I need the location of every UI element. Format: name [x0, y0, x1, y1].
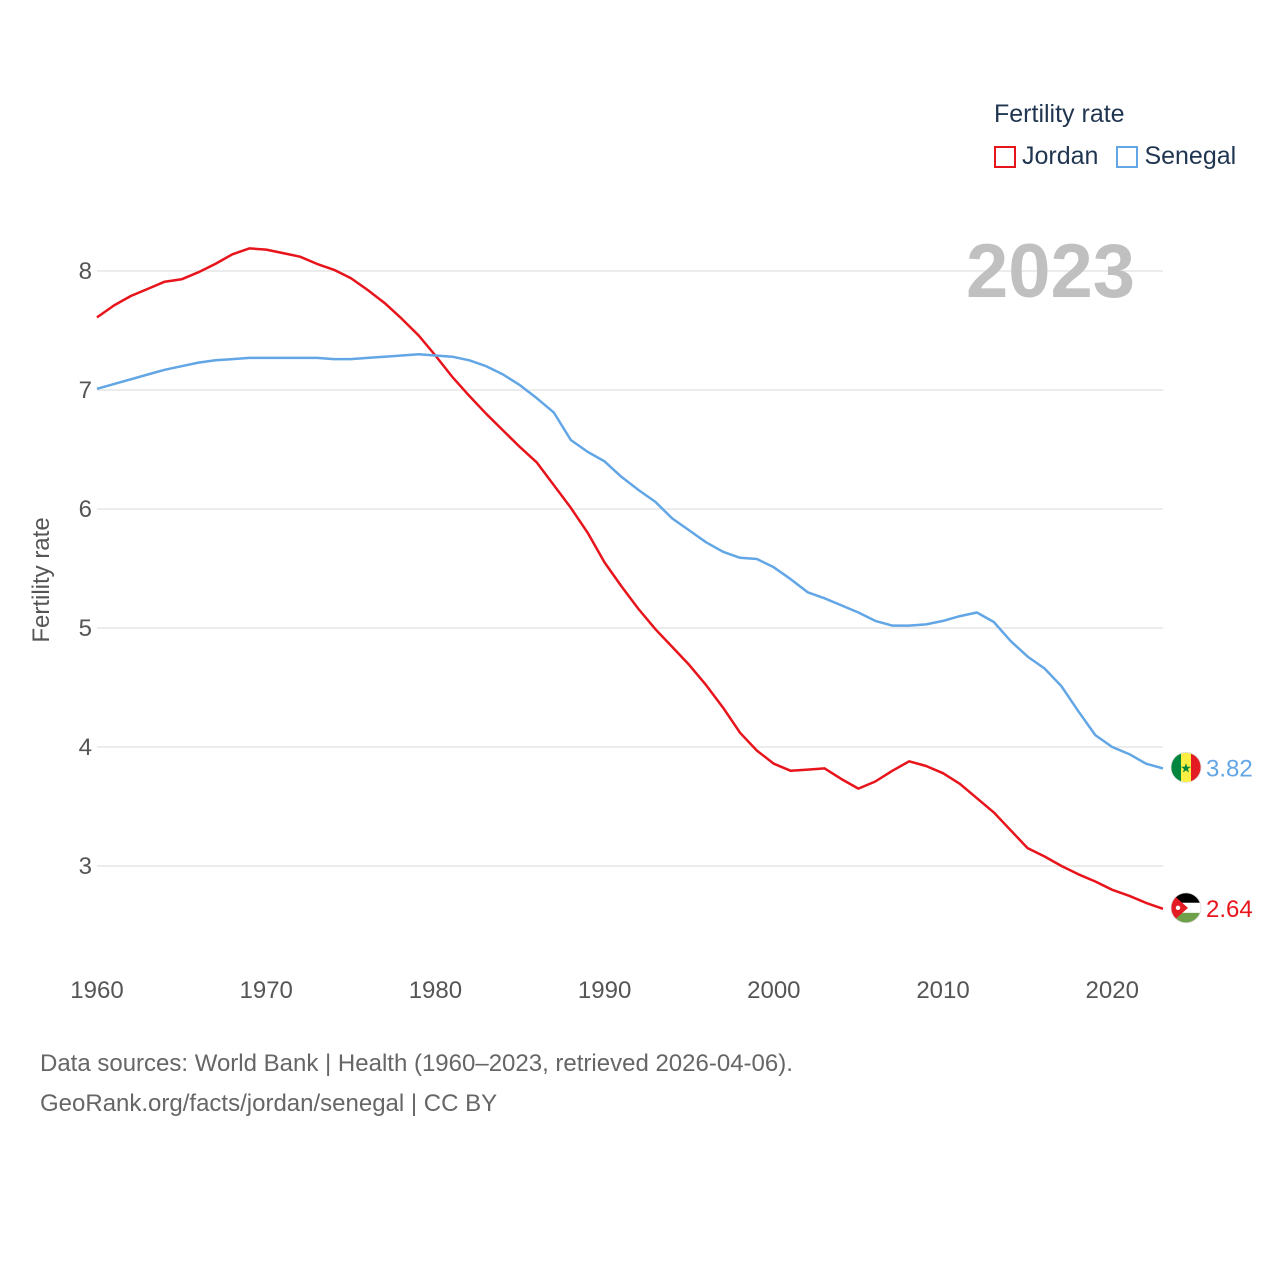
legend-label-jordan: Jordan	[1022, 142, 1099, 170]
x-tick-label-2010: 2010	[916, 977, 969, 1004]
y-axis-ticks: 3 4 5 6 7 8	[79, 258, 92, 880]
y-tick-label-4: 4	[79, 734, 92, 761]
x-tick-label-1960: 1960	[70, 977, 123, 1004]
grid-layer	[97, 270, 1163, 867]
series-line-jordan	[96, 247, 1164, 910]
data-sources-text: Data sources: World Bank | Health (1960–…	[40, 1050, 793, 1077]
legend-item-jordan[interactable]: Jordan	[994, 142, 1098, 171]
legend-item-senegal[interactable]: Senegal	[1116, 142, 1236, 171]
y-tick-label-3: 3	[79, 853, 92, 880]
y-tick-label-5: 5	[79, 615, 92, 642]
x-tick-label-1980: 1980	[409, 977, 462, 1004]
end-markers: 2.64 ★ 3.82	[1170, 752, 1253, 924]
flag-icon-jordan	[1170, 892, 1202, 924]
legend-swatch-jordan	[994, 145, 1016, 168]
x-axis-ticks: 1960 1970 1980 1990 2000 2010 2020	[70, 977, 1139, 1004]
y-tick-label-8: 8	[79, 258, 92, 285]
source-link[interactable]: GeoRank.org/facts/jordan/senegal | CC BY	[40, 1090, 498, 1117]
x-tick-label-2020: 2020	[1086, 977, 1139, 1004]
legend-title: Fertility rate	[994, 100, 1125, 128]
end-value-label-jordan: 2.64	[1206, 896, 1253, 923]
year-stamp: 2023	[966, 229, 1136, 314]
svg-text:★: ★	[1180, 760, 1192, 775]
footer: Data sources: World Bank | Health (1960–…	[40, 1044, 793, 1124]
x-tick-label-2000: 2000	[747, 977, 800, 1004]
flag-icon-senegal: ★	[1170, 752, 1202, 783]
legend: Jordan Senegal	[994, 142, 1254, 171]
y-axis-label: Fertility rate	[28, 517, 55, 643]
x-tick-label-1970: 1970	[240, 977, 293, 1004]
x-tick-label-1990: 1990	[578, 977, 631, 1004]
end-value-label-senegal: 3.82	[1206, 755, 1253, 782]
series-line-senegal	[96, 353, 1164, 770]
y-tick-label-7: 7	[79, 377, 92, 404]
legend-label-senegal: Senegal	[1144, 142, 1237, 170]
series-layer	[96, 247, 1164, 910]
y-tick-label-6: 6	[79, 496, 92, 523]
legend-swatch-senegal	[1116, 145, 1139, 168]
